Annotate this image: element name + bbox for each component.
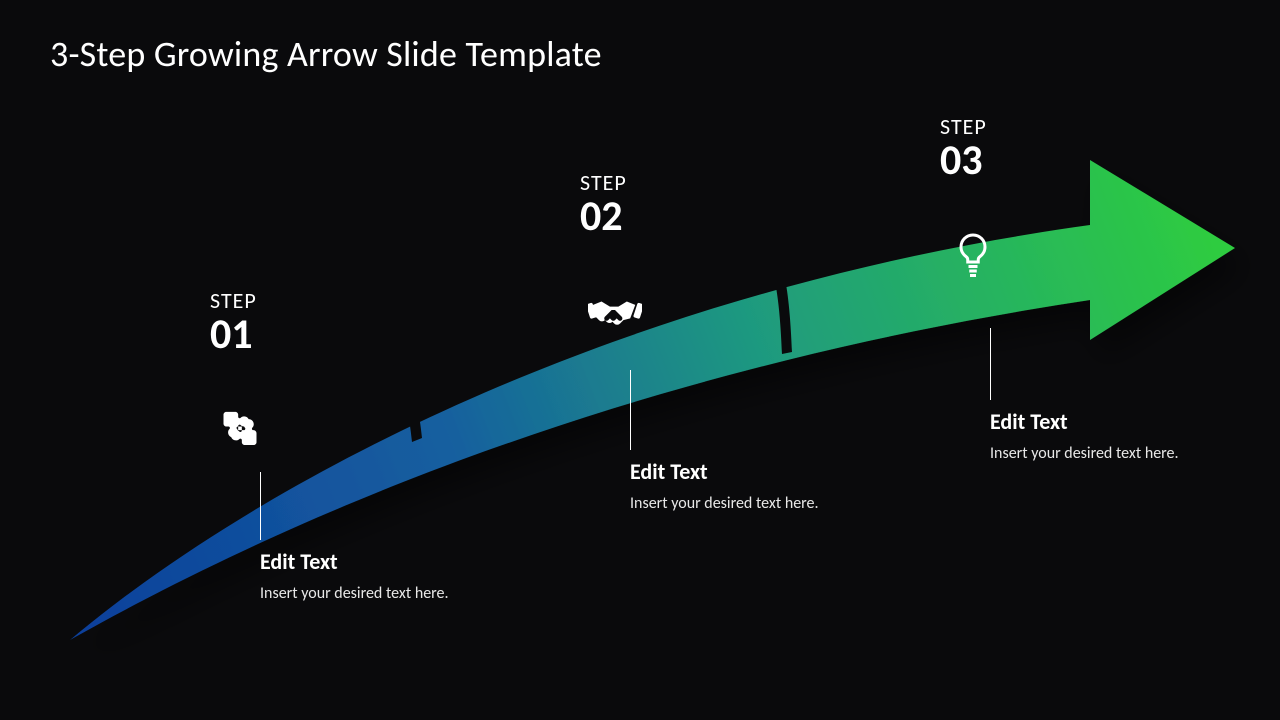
callout-1-body: Insert your desired text here.: [260, 583, 449, 605]
growing-arrow: [0, 0, 1280, 720]
step-2-num: 02: [580, 196, 627, 238]
arrow-body: [70, 160, 1235, 640]
connector-1: [260, 472, 261, 540]
connector-2: [630, 370, 631, 450]
step-1-num: 01: [210, 314, 257, 356]
lightbulb-icon: [955, 232, 991, 285]
step-1-label: STEP 01: [210, 290, 257, 356]
callout-3-body: Insert your desired text here.: [990, 443, 1179, 465]
step-3-num: 03: [940, 140, 987, 182]
callout-2: Edit Text Insert your desired text here.: [630, 458, 819, 515]
callout-1-heading: Edit Text: [260, 548, 449, 575]
step-2-label: STEP 02: [580, 172, 627, 238]
slide: 3-Step Growing Arrow Slide Template: [0, 0, 1280, 720]
puzzle-piece-icon: [218, 410, 262, 459]
callout-1: Edit Text Insert your desired text here.: [260, 548, 449, 605]
callout-3: Edit Text Insert your desired text here.: [990, 408, 1179, 465]
step-3-label: STEP 03: [940, 116, 987, 182]
callout-2-body: Insert your desired text here.: [630, 493, 819, 515]
handshake-icon: [588, 296, 642, 339]
callout-3-heading: Edit Text: [990, 408, 1179, 435]
callout-2-heading: Edit Text: [630, 458, 819, 485]
connector-3: [990, 328, 991, 400]
